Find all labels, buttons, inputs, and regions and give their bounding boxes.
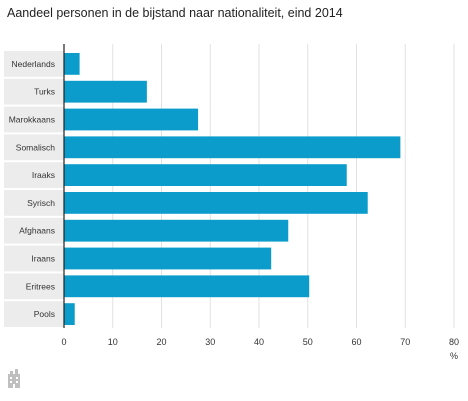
bar: [64, 247, 272, 270]
x-tick-label: 0: [61, 337, 66, 347]
bar: [64, 219, 289, 242]
x-tick-label: 30: [205, 337, 215, 347]
x-tick-label: 70: [400, 337, 410, 347]
category-band: [4, 190, 64, 216]
category-label: Afghaans: [19, 226, 55, 236]
category-band: [4, 134, 64, 161]
x-tick-labels: 0 10 20 30 40 50 60 70 80: [61, 337, 459, 347]
category-band: [4, 106, 64, 133]
bar: [64, 164, 347, 186]
bar: [64, 80, 147, 103]
category-label: Somalisch: [16, 142, 55, 152]
category-label: Iraans: [31, 254, 55, 264]
x-tick-label: 40: [254, 337, 264, 347]
category-band: [4, 217, 64, 244]
category-bands: [4, 51, 64, 327]
x-tick-label: 20: [156, 337, 166, 347]
category-band: [4, 273, 64, 300]
x-tick-label: 80: [449, 337, 459, 347]
category-label: Marokkaans: [9, 115, 55, 125]
category-label: Nederlands: [12, 59, 55, 69]
x-axis-label: %: [450, 351, 458, 361]
category-band: [4, 301, 64, 327]
bar: [64, 275, 310, 298]
category-label: Pools: [34, 309, 55, 319]
category-band: [4, 162, 64, 188]
category-label: Turks: [34, 87, 55, 97]
bar: [64, 192, 368, 214]
category-labels: Nederlands Turks Marokkaans Somalisch Iraaks…: [9, 59, 56, 319]
category-label: Eritrees: [26, 281, 55, 291]
x-tick-label: 50: [303, 337, 313, 347]
x-tick-label: 60: [351, 337, 361, 347]
x-tick-label: 10: [108, 337, 118, 347]
bars: [64, 53, 401, 325]
bar: [64, 303, 75, 325]
category-band: [4, 78, 64, 105]
bar: [64, 53, 80, 75]
category-label: Iraaks: [32, 170, 55, 180]
bar: [64, 108, 199, 131]
bar: [64, 136, 401, 159]
category-band: [4, 51, 64, 77]
category-label: Syrisch: [27, 198, 55, 208]
cbs-logo-icon: [7, 369, 21, 389]
chart-title: Aandeel personen in de bijstand naar nat…: [7, 6, 343, 20]
category-band: [4, 245, 64, 272]
